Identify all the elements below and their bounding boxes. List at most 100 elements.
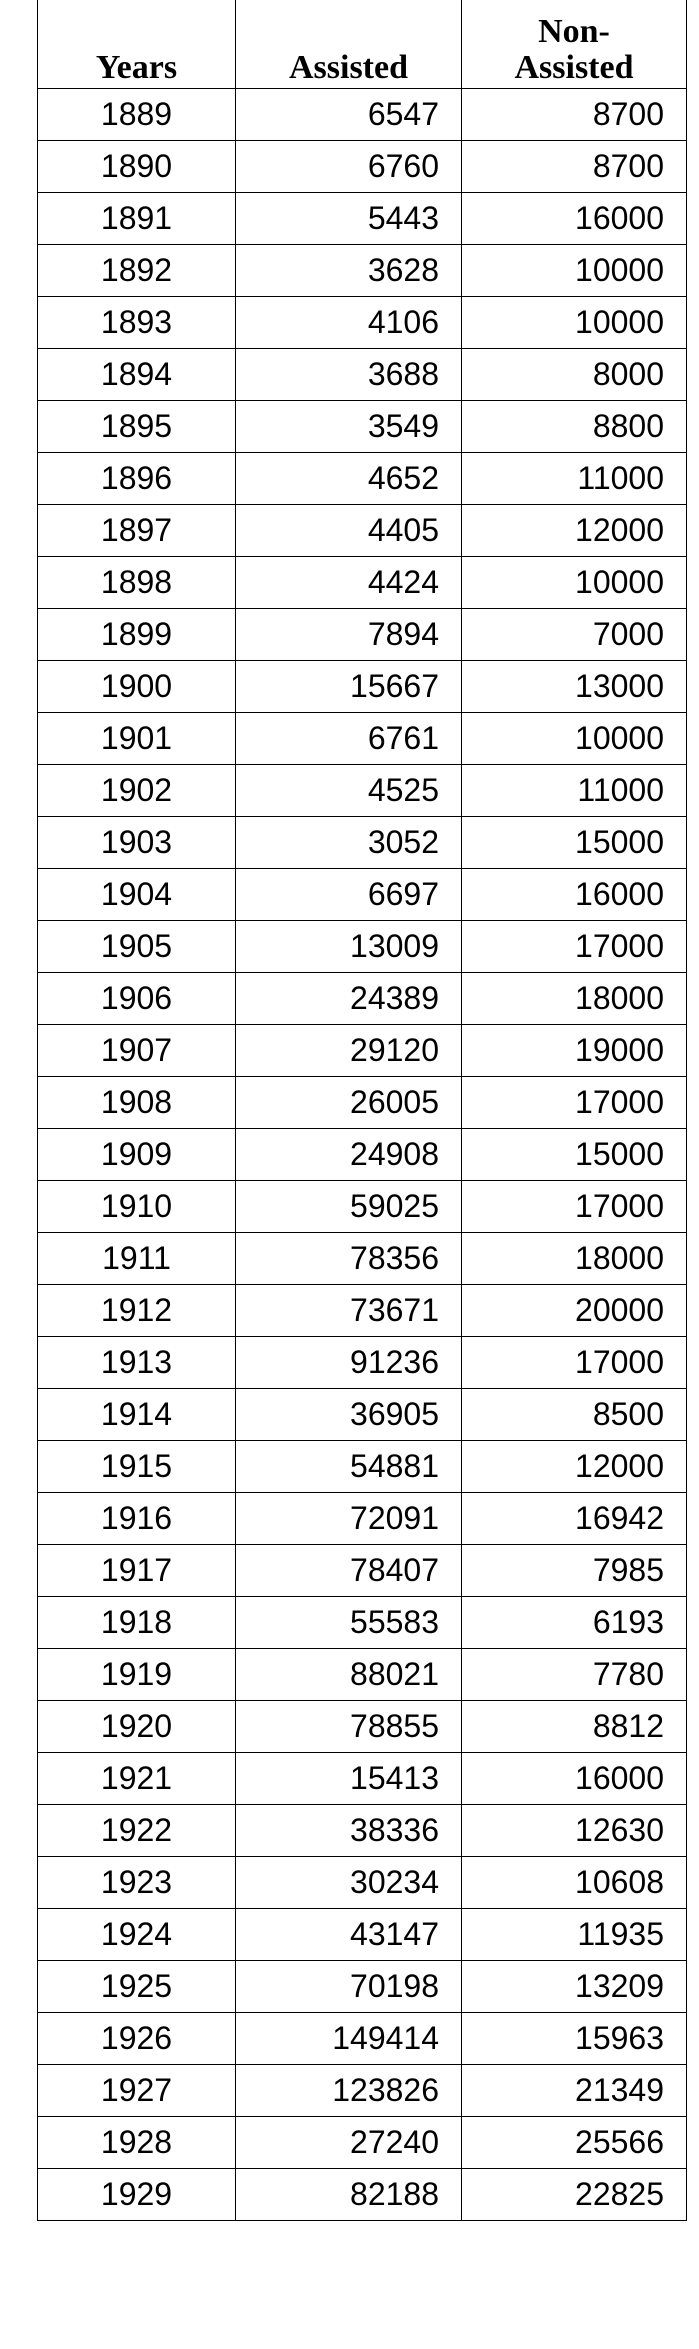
value-cell: 82188 xyxy=(235,2168,462,2221)
value-cell: 15667 xyxy=(235,660,462,713)
table-row: 1897 4405 12000 xyxy=(37,504,687,557)
value-cell: 8000 xyxy=(461,348,687,401)
value-cell: 8500 xyxy=(461,1388,687,1441)
value-cell: 88021 xyxy=(235,1648,462,1701)
table-row: 1920 78855 8812 xyxy=(37,1700,687,1753)
year-cell: 1905 xyxy=(37,920,236,973)
value-cell: 73671 xyxy=(235,1284,462,1337)
value-cell: 24908 xyxy=(235,1128,462,1181)
year-cell: 1927 xyxy=(37,2064,236,2117)
value-cell: 123826 xyxy=(235,2064,462,2117)
table-row: 1890 6760 8700 xyxy=(37,140,687,193)
table-row: 1928 27240 25566 xyxy=(37,2116,687,2169)
value-cell: 54881 xyxy=(235,1440,462,1493)
value-cell: 16942 xyxy=(461,1492,687,1545)
value-cell: 7985 xyxy=(461,1544,687,1597)
value-cell: 17000 xyxy=(461,1076,687,1129)
year-cell: 1896 xyxy=(37,452,236,505)
value-cell: 12000 xyxy=(461,1440,687,1493)
year-cell: 1918 xyxy=(37,1596,236,1649)
year-cell: 1908 xyxy=(37,1076,236,1129)
column-header: Non- Assisted xyxy=(461,0,687,89)
value-cell: 3549 xyxy=(235,400,462,453)
value-cell: 36905 xyxy=(235,1388,462,1441)
table-row: 1895 3549 8800 xyxy=(37,400,687,453)
value-cell: 8800 xyxy=(461,400,687,453)
table-row: 1927 123826 21349 xyxy=(37,2064,687,2117)
value-cell: 78855 xyxy=(235,1700,462,1753)
value-cell: 16000 xyxy=(461,192,687,245)
year-cell: 1895 xyxy=(37,400,236,453)
column-header: Years xyxy=(37,0,236,89)
value-cell: 55583 xyxy=(235,1596,462,1649)
year-cell: 1917 xyxy=(37,1544,236,1597)
value-cell: 70198 xyxy=(235,1960,462,2013)
value-cell: 17000 xyxy=(461,1336,687,1389)
value-cell: 21349 xyxy=(461,2064,687,2117)
value-cell: 6697 xyxy=(235,868,462,921)
value-cell: 24389 xyxy=(235,972,462,1025)
table-row: 1925 70198 13209 xyxy=(37,1960,687,2013)
year-cell: 1901 xyxy=(37,712,236,765)
value-cell: 18000 xyxy=(461,1232,687,1285)
value-cell: 7780 xyxy=(461,1648,687,1701)
year-cell: 1890 xyxy=(37,140,236,193)
value-cell: 3052 xyxy=(235,816,462,869)
value-cell: 149414 xyxy=(235,2012,462,2065)
value-cell: 20000 xyxy=(461,1284,687,1337)
value-cell: 15963 xyxy=(461,2012,687,2065)
value-cell: 10000 xyxy=(461,556,687,609)
table-row: 1915 54881 12000 xyxy=(37,1440,687,1493)
year-cell: 1902 xyxy=(37,764,236,817)
value-cell: 7000 xyxy=(461,608,687,661)
year-cell: 1915 xyxy=(37,1440,236,1493)
value-cell: 29120 xyxy=(235,1024,462,1077)
table-row: 1900 15667 13000 xyxy=(37,660,687,713)
value-cell: 13009 xyxy=(235,920,462,973)
year-cell: 1897 xyxy=(37,504,236,557)
value-cell: 8700 xyxy=(461,88,687,141)
value-cell: 91236 xyxy=(235,1336,462,1389)
year-cell: 1906 xyxy=(37,972,236,1025)
value-cell: 10000 xyxy=(461,244,687,297)
value-cell: 15413 xyxy=(235,1752,462,1805)
table-row: 1909 24908 15000 xyxy=(37,1128,687,1181)
value-cell: 11000 xyxy=(461,452,687,505)
year-cell: 1889 xyxy=(37,88,236,141)
value-cell: 6547 xyxy=(235,88,462,141)
table-row: 1929 82188 22825 xyxy=(37,2168,687,2221)
value-cell: 27240 xyxy=(235,2116,462,2169)
table-row: 1908 26005 17000 xyxy=(37,1076,687,1129)
table-row: 1904 6697 16000 xyxy=(37,868,687,921)
year-cell: 1913 xyxy=(37,1336,236,1389)
value-cell: 38336 xyxy=(235,1804,462,1857)
value-cell: 4405 xyxy=(235,504,462,557)
table-row: 1898 4424 10000 xyxy=(37,556,687,609)
header-row: Years Assisted Non- Assisted xyxy=(37,0,687,89)
year-cell: 1920 xyxy=(37,1700,236,1753)
table-row: 1910 59025 17000 xyxy=(37,1180,687,1233)
table-row: 1922 38336 12630 xyxy=(37,1804,687,1857)
value-cell: 11000 xyxy=(461,764,687,817)
value-cell: 16000 xyxy=(461,868,687,921)
value-cell: 3688 xyxy=(235,348,462,401)
value-cell: 26005 xyxy=(235,1076,462,1129)
value-cell: 10608 xyxy=(461,1856,687,1909)
year-cell: 1892 xyxy=(37,244,236,297)
table-row: 1894 3688 8000 xyxy=(37,348,687,401)
value-cell: 15000 xyxy=(461,816,687,869)
value-cell: 4106 xyxy=(235,296,462,349)
value-cell: 6760 xyxy=(235,140,462,193)
table-row: 1906 24389 18000 xyxy=(37,972,687,1025)
value-cell: 18000 xyxy=(461,972,687,1025)
value-cell: 10000 xyxy=(461,712,687,765)
table-row: 1902 4525 11000 xyxy=(37,764,687,817)
year-cell: 1904 xyxy=(37,868,236,921)
year-cell: 1921 xyxy=(37,1752,236,1805)
table-row: 1905 13009 17000 xyxy=(37,920,687,973)
value-cell: 15000 xyxy=(461,1128,687,1181)
column-header: Assisted xyxy=(235,0,462,89)
year-cell: 1923 xyxy=(37,1856,236,1909)
value-cell: 8812 xyxy=(461,1700,687,1753)
